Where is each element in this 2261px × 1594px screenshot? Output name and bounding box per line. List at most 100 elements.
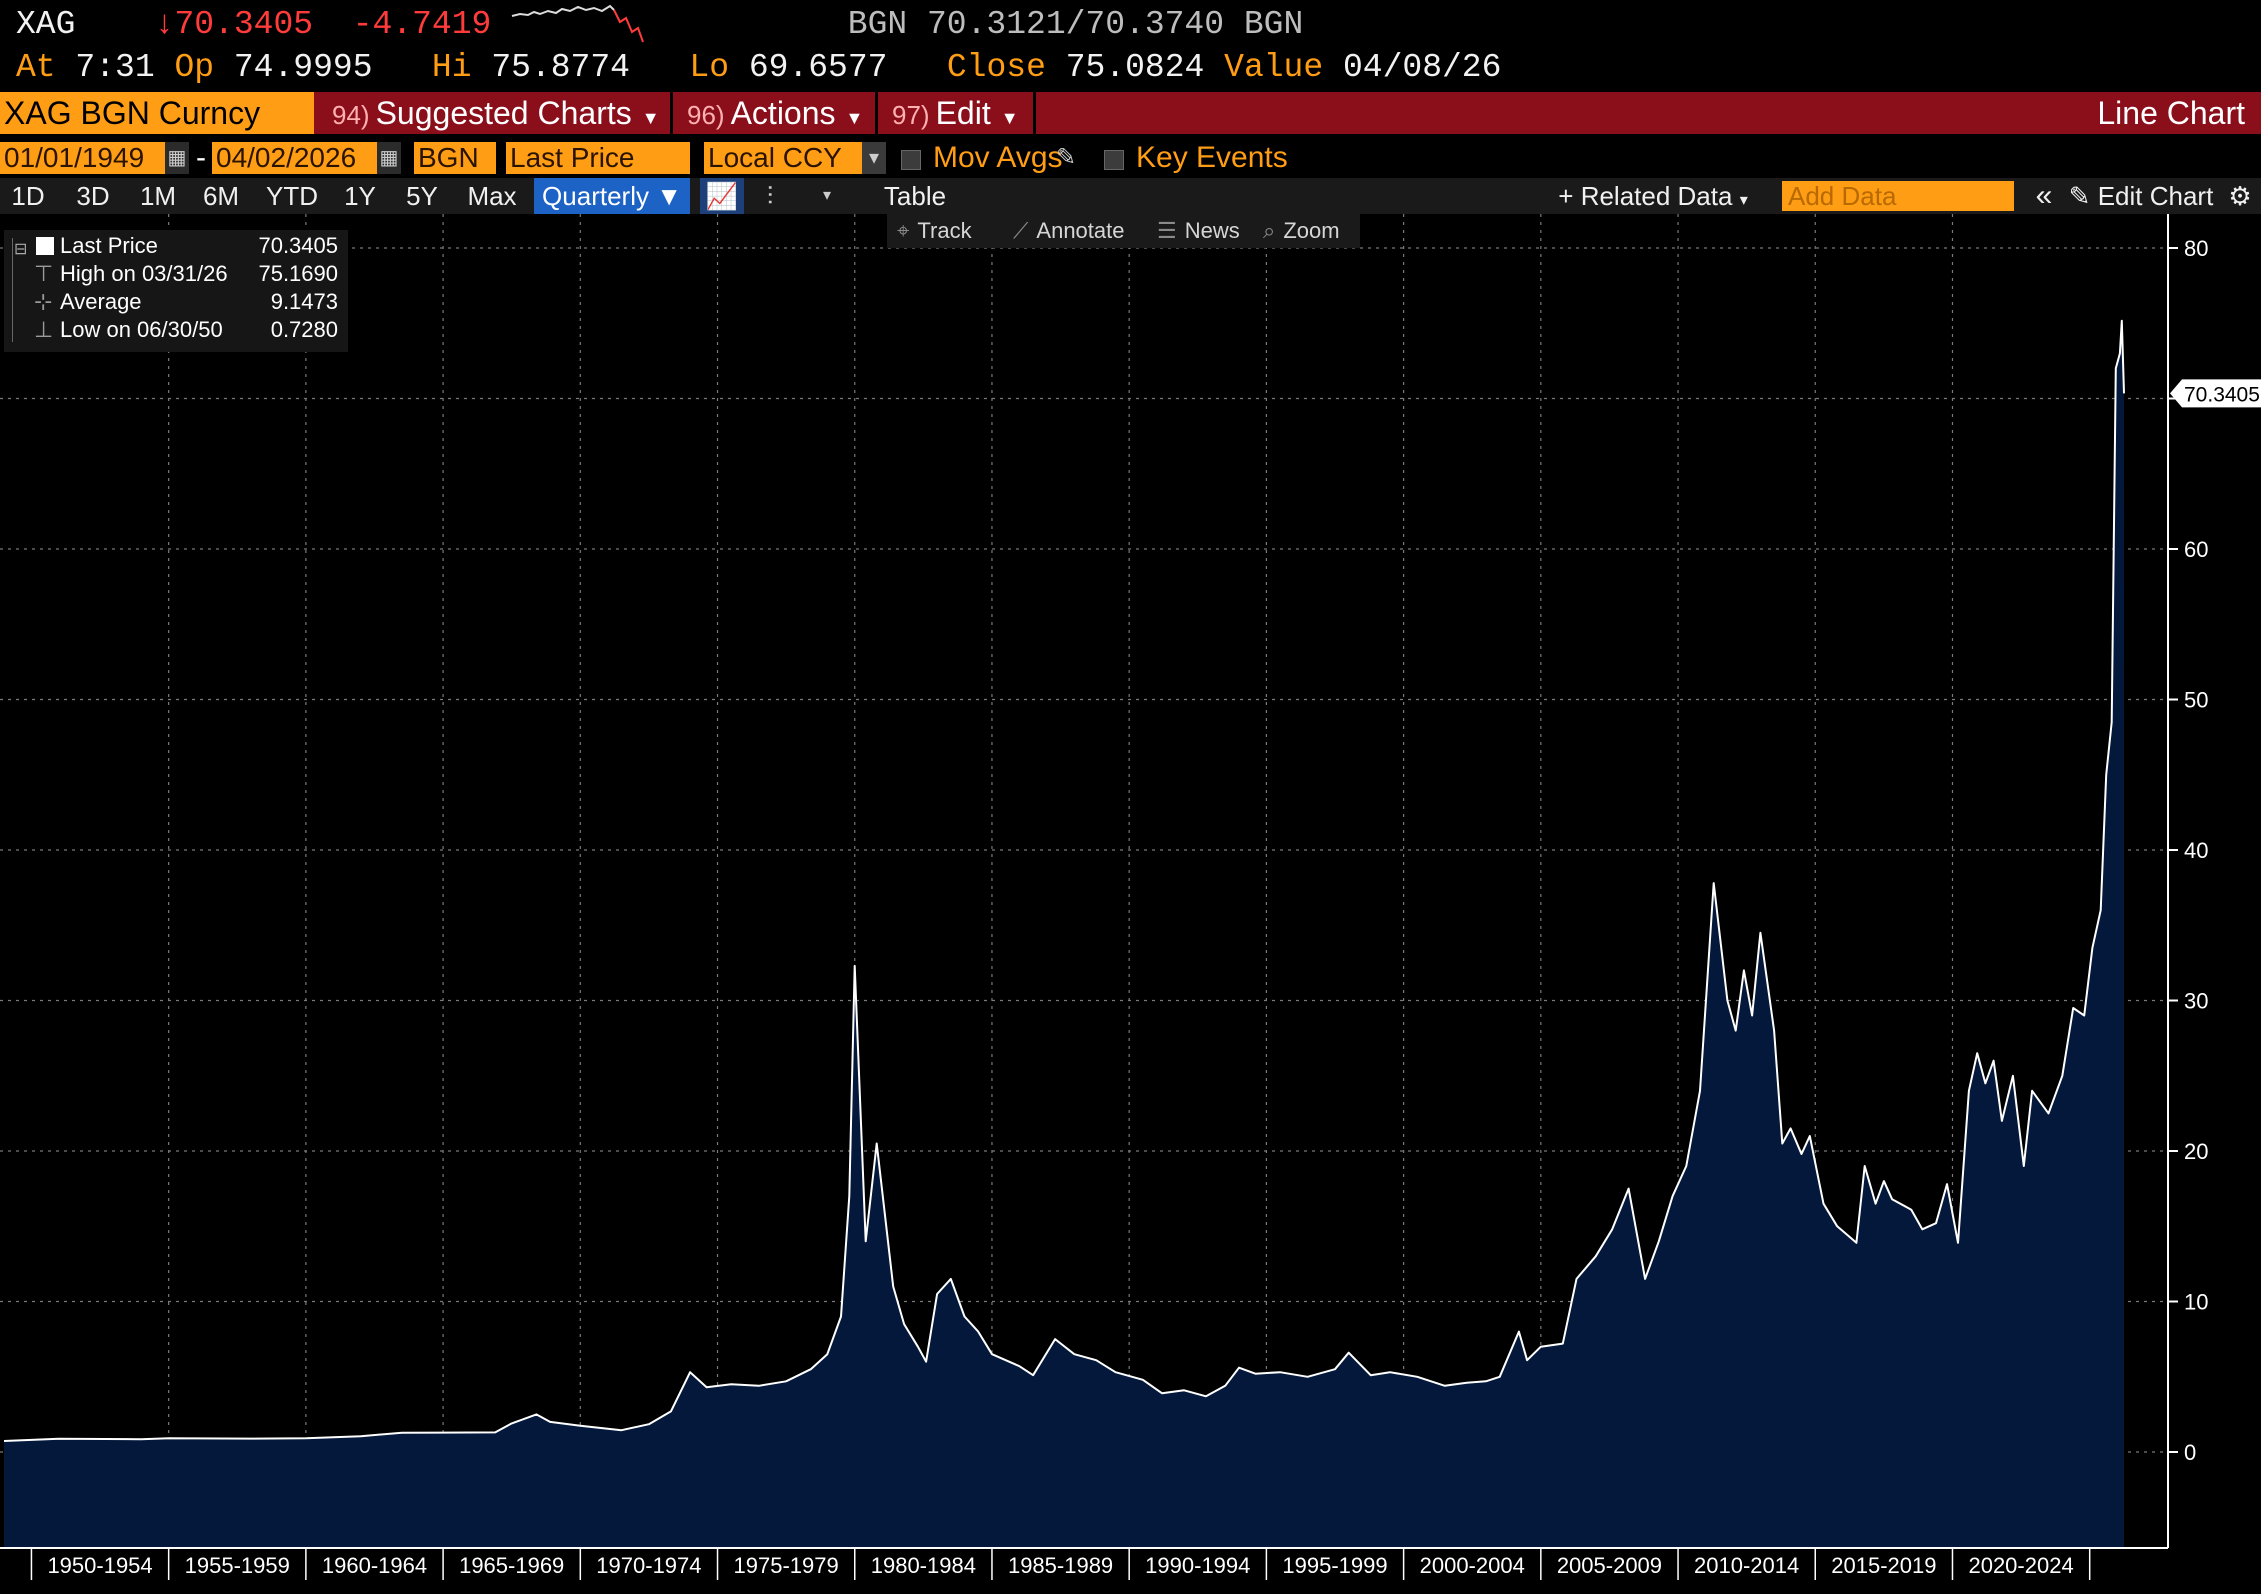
x-tick-label: 1950-1954 xyxy=(47,1553,152,1578)
range-6m[interactable]: 6M xyxy=(202,181,240,211)
suggested-charts-menu[interactable]: 94) Suggested Charts ▼ xyxy=(318,92,673,134)
y-tick-label: 0 xyxy=(2184,1440,2196,1465)
track-tool[interactable]: ⌖ Track xyxy=(897,214,972,248)
range-1y[interactable]: 1Y xyxy=(344,181,376,211)
quote-header: XAG ↓70.3405 -4.7419 BGN 70.3121/70.3740… xyxy=(0,0,2261,90)
table-button[interactable]: Table xyxy=(883,181,947,211)
settings-row: 01/01/1949 ▦ - 04/02/2026 ▦ BGN Last Pri… xyxy=(0,138,2261,178)
actions-menu[interactable]: 96) Actions ▼ xyxy=(673,92,878,134)
line-chart-icon[interactable]: 📈 xyxy=(700,178,744,214)
high-marker-icon: ⊤ xyxy=(34,261,54,286)
zoom-tool[interactable]: ⌕ Zoom xyxy=(1263,214,1340,248)
annotate-icon: ⟋ xyxy=(1013,218,1029,243)
news-icon: ☰ xyxy=(1157,218,1177,243)
gear-icon[interactable]: ⚙ xyxy=(2228,181,2252,211)
x-tick-label: 1955-1959 xyxy=(185,1553,290,1578)
mov-avgs-checkbox[interactable] xyxy=(901,150,921,170)
pencil-icon: ✎ xyxy=(2068,181,2091,211)
close-value: 75.0824 xyxy=(1065,49,1205,86)
value-label: Value xyxy=(1224,49,1324,86)
period-select[interactable]: Quarterly ▼ xyxy=(534,178,690,214)
chevron-down-icon: ▼ xyxy=(656,181,682,211)
y-tick-label: 60 xyxy=(2184,537,2208,562)
series-swatch xyxy=(36,237,54,255)
x-tick-label: 1960-1964 xyxy=(322,1553,427,1578)
source-field[interactable]: BGN xyxy=(414,142,496,174)
chevron-down-icon: ▾ xyxy=(1739,192,1748,209)
range-5y[interactable]: 5Y xyxy=(406,181,438,211)
crosshair-icon: ⌖ xyxy=(897,218,910,243)
edit-menu[interactable]: 97) Edit ▼ xyxy=(878,92,1036,134)
range-max[interactable]: Max xyxy=(467,181,517,211)
collapse-box-icon[interactable]: ⊟ xyxy=(14,241,28,258)
last-value-flag-box xyxy=(2170,379,2261,408)
range-1m[interactable]: 1M xyxy=(139,181,177,211)
price-field-select[interactable]: Last Price xyxy=(506,142,690,174)
chart-type-title: Line Chart xyxy=(2097,95,2245,131)
low-marker-icon: ⊥ xyxy=(34,317,54,342)
x-tick-label: 2005-2009 xyxy=(1557,1553,1662,1578)
at-value: 7:31 xyxy=(75,49,155,86)
bid-ask: BGN 70.3121/70.3740 BGN xyxy=(847,6,1304,43)
range-1d[interactable]: 1D xyxy=(11,181,45,211)
news-label: News xyxy=(1184,218,1240,243)
x-tick-label: 1970-1974 xyxy=(596,1553,701,1578)
pencil-icon[interactable]: ✎ xyxy=(1056,144,1077,171)
series-line xyxy=(3,319,2125,1442)
chevron-down-icon: ▼ xyxy=(1000,108,1019,128)
chevron-down-icon: ▼ xyxy=(641,108,660,128)
high-value: 75.8774 xyxy=(491,49,630,86)
start-date-field[interactable]: 01/01/1949 xyxy=(0,142,165,174)
x-tick-label: 1995-1999 xyxy=(1282,1553,1387,1578)
news-tool[interactable]: ☰ News xyxy=(1157,214,1240,248)
quote-line-1: XAG ↓70.3405 -4.7419 BGN 70.3121/70.3740… xyxy=(16,6,1303,43)
chevron-down-icon[interactable]: ▾ xyxy=(862,142,886,174)
legend-last-price[interactable]: Last Price 70.3405 xyxy=(4,232,348,260)
range-ytd[interactable]: YTD xyxy=(266,181,318,211)
calendar-icon[interactable]: ▦ xyxy=(165,142,189,174)
value-date: 04/08/26 xyxy=(1342,49,1502,86)
legend-low-value: 0.7280 xyxy=(270,317,338,342)
y-tick-label: 40 xyxy=(2184,838,2208,863)
legend-high-value: 75.1690 xyxy=(258,261,338,286)
x-tick-label: 2000-2004 xyxy=(1420,1553,1525,1578)
legend-tree-line xyxy=(12,238,23,342)
end-date-field[interactable]: 04/02/2026 xyxy=(212,142,377,174)
ticker-symbol[interactable]: XAG xyxy=(16,6,76,43)
suggested-charts-number: 94) xyxy=(332,100,370,130)
range-3d[interactable]: 3D xyxy=(76,181,110,211)
chart-axes: 010203040506070801950-19541955-19591960-… xyxy=(0,214,2261,1580)
x-tick-label: 2015-2019 xyxy=(1831,1553,1936,1578)
key-events-checkbox[interactable] xyxy=(1104,150,1124,170)
x-tick-label: 1975-1979 xyxy=(734,1553,839,1578)
actions-label: Actions xyxy=(730,95,836,131)
security-field[interactable]: XAG BGN Curncy xyxy=(0,92,314,134)
low-value: 69.6577 xyxy=(748,49,888,86)
edit-chart-button[interactable]: ✎ Edit Chart xyxy=(2066,178,2216,214)
legend-low-label: Low on 06/30/50 xyxy=(60,317,223,342)
edit-number: 97) xyxy=(892,100,930,130)
y-tick-label: 50 xyxy=(2184,688,2208,713)
x-tick-label: 1980-1984 xyxy=(871,1553,976,1578)
legend-average: ⊹ Average 9.1473 xyxy=(4,288,348,316)
at-label: At xyxy=(16,49,56,86)
annotate-label: Annotate xyxy=(1036,218,1125,243)
add-data-input[interactable]: Add Data xyxy=(1782,181,2014,211)
annotate-tool[interactable]: ⟋ Annotate xyxy=(1013,214,1124,248)
bar-chart-icon[interactable]: ⫶ xyxy=(766,181,774,211)
chart-tools: ⌖ Track ⟋ Annotate ☰ News ⌕ Zoom xyxy=(887,214,1360,248)
open-value: 74.9995 xyxy=(233,49,373,86)
x-tick-label: 1990-1994 xyxy=(1145,1553,1250,1578)
x-tick-label: 1965-1969 xyxy=(459,1553,564,1578)
y-tick-label: 10 xyxy=(2184,1290,2208,1315)
calendar-icon[interactable]: ▦ xyxy=(377,142,401,174)
last-value-flag: 70.3405 xyxy=(2170,379,2261,408)
currency-select[interactable]: Local CCY xyxy=(704,142,862,174)
related-data-menu[interactable]: + Related Data ▾ xyxy=(1550,178,1756,214)
chevron-down-icon[interactable]: ▾ xyxy=(822,187,832,204)
y-tick-label: 20 xyxy=(2184,1139,2208,1164)
collapse-icon[interactable]: « xyxy=(2035,179,2053,212)
y-tick-label: 30 xyxy=(2184,989,2208,1014)
price-chart[interactable]: 010203040506070801950-19541955-19591960-… xyxy=(0,214,2261,1594)
chart-toolbar: 1D 3D 1M 6M YTD 1Y 5Y Max Quarterly ▼ 📈 … xyxy=(0,178,2261,214)
